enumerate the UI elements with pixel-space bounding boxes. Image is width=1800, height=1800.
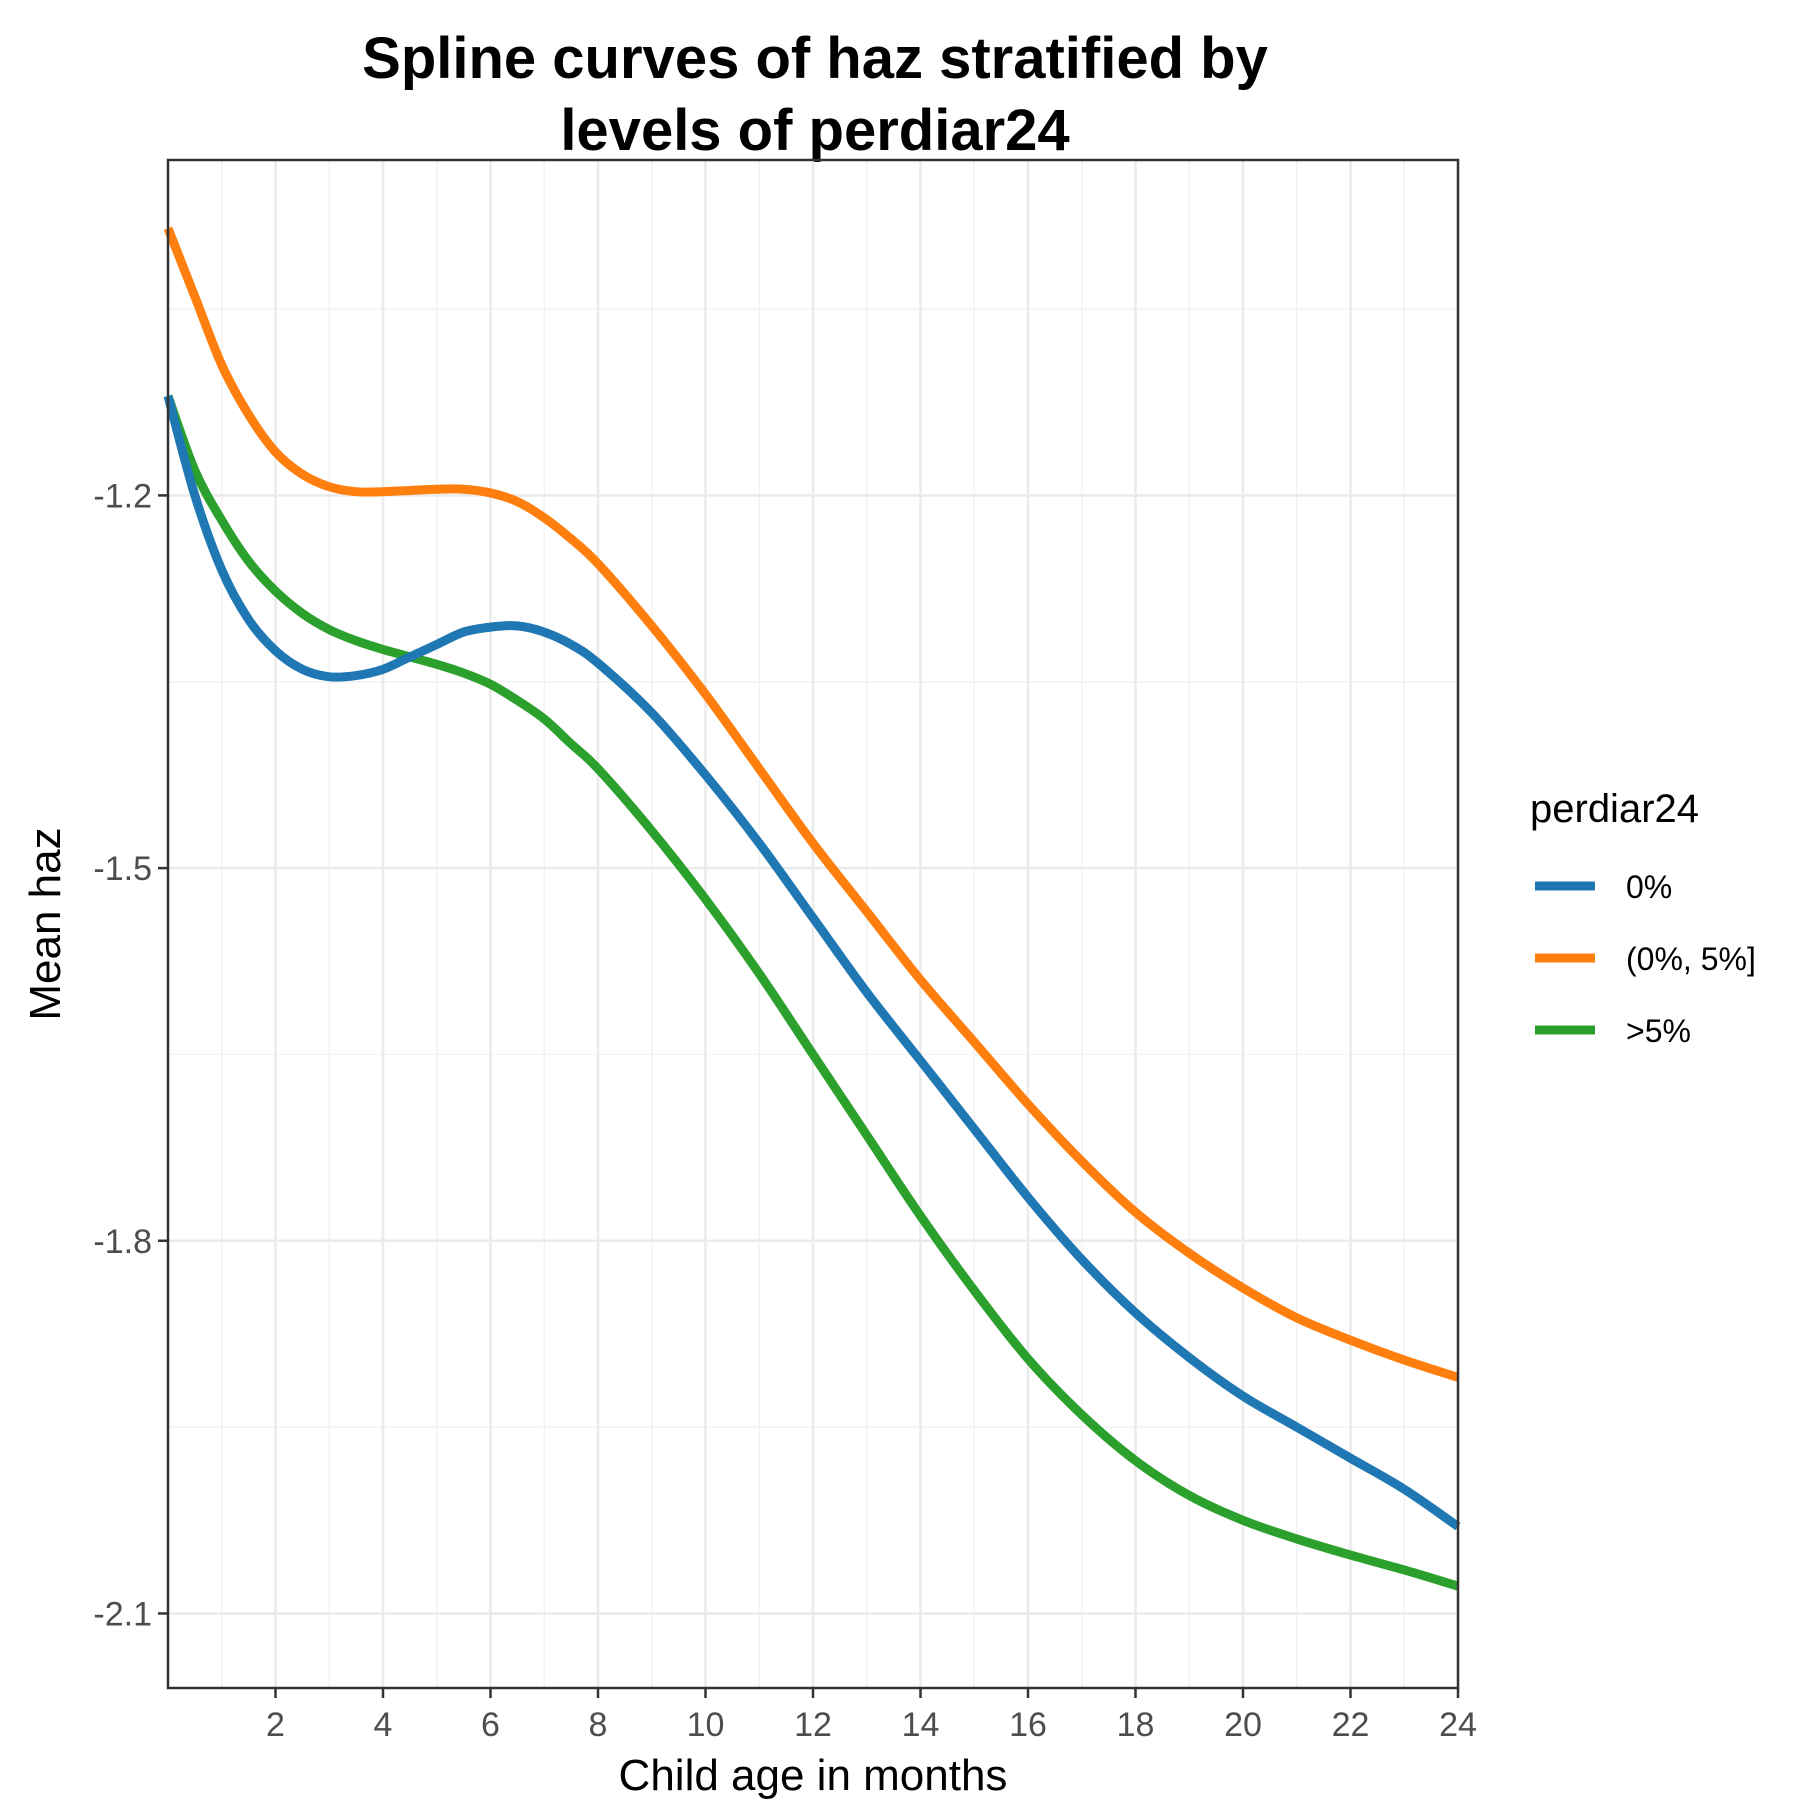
series-line-2	[163, 226, 1460, 1382]
series-line-3	[163, 394, 1460, 1591]
x-tick-label: 6	[481, 1706, 500, 1744]
x-axis: 2 4 6 8 10 12 14 16 18 20 22 24	[266, 1688, 1477, 1744]
y-tick-label: -1.2	[93, 477, 152, 515]
x-tick-label: 18	[1117, 1706, 1155, 1744]
grid-lines	[168, 160, 1460, 1688]
legend-label-3: >5%	[1626, 1013, 1691, 1049]
legend-label-1: 0%	[1626, 869, 1672, 905]
x-tick-label: 12	[794, 1706, 832, 1744]
y-axis: -2.1 -1.8 -1.5 -1.2	[93, 477, 168, 1633]
y-tick-label: -1.5	[93, 850, 152, 888]
x-tick-label: 20	[1224, 1706, 1262, 1744]
x-tick-label: 16	[1009, 1706, 1047, 1744]
x-tick-label: 24	[1439, 1706, 1477, 1744]
legend: perdiar24 0% (0%, 5%] >5%	[1530, 787, 1756, 1049]
chart-title-line-1: Spline curves of haz stratified by	[362, 26, 1268, 91]
series-lines	[163, 226, 1461, 1591]
y-axis-title: Mean haz	[21, 827, 70, 1020]
x-tick-label: 2	[266, 1706, 285, 1744]
series-line-1	[163, 394, 1461, 1531]
x-tick-label: 14	[902, 1706, 940, 1744]
y-tick-label: -2.1	[93, 1595, 152, 1633]
legend-label-2: (0%, 5%]	[1626, 941, 1756, 977]
x-tick-label: 22	[1332, 1706, 1370, 1744]
x-tick-label: 8	[589, 1706, 608, 1744]
x-tick-label: 10	[687, 1706, 725, 1744]
legend-title: perdiar24	[1530, 787, 1699, 831]
chart-title-line-2: levels of perdiar24	[560, 98, 1069, 163]
x-axis-title: Child age in months	[619, 1751, 1008, 1800]
y-tick-label: -1.8	[93, 1223, 152, 1261]
x-tick-label: 4	[374, 1706, 393, 1744]
